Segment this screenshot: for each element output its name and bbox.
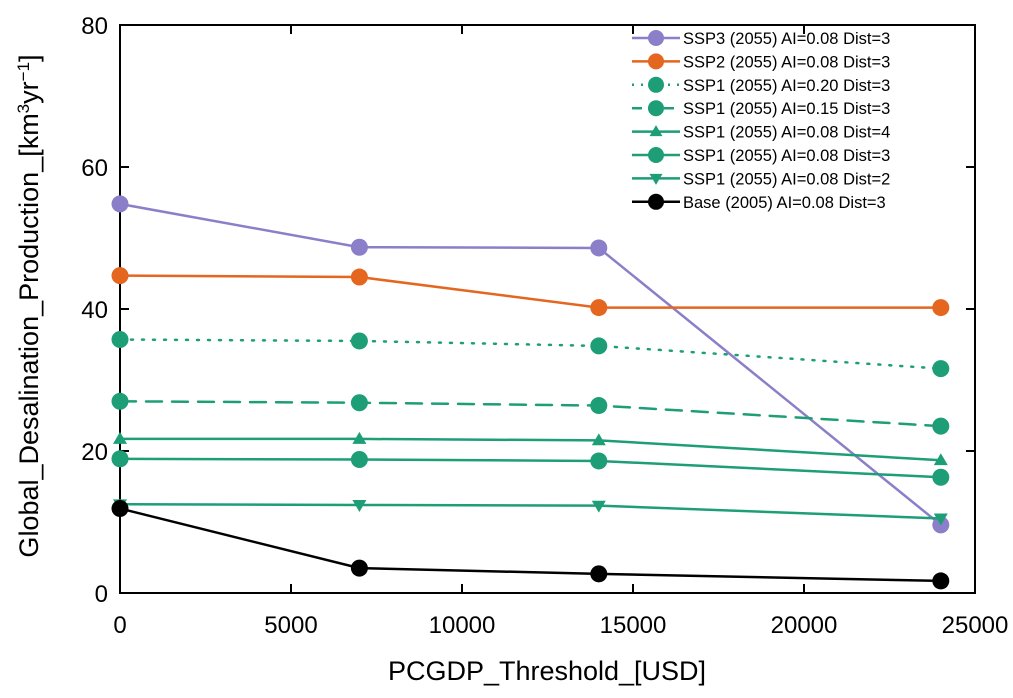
y-axis-label-prefix: Global_Desalination_Production_[km (14, 113, 44, 557)
legend-item-7: SSP1 (2055) AI=0.08 Dist=2 (632, 170, 890, 188)
legend: SSP3 (2055) AI=0.08 Dist=3 SSP2 (2055) AI… (632, 30, 890, 212)
data-point-8-1 (111, 500, 129, 518)
data-point-4-1 (111, 392, 129, 410)
series-line (118, 457, 943, 479)
y-tick-label: 20 (81, 439, 108, 466)
legend-marker (649, 173, 663, 185)
data-point-8-4 (932, 572, 950, 590)
series-line (118, 202, 943, 527)
data-point-2-3 (590, 299, 608, 317)
series-layer (111, 195, 950, 590)
x-axis-label: PCGDP_Threshold_[USD] (388, 656, 706, 686)
y-axis-label: Global_Desalination_Production_[km3yr−1] (14, 54, 45, 557)
legend-marker (648, 76, 664, 93)
y-tick-label: 40 (81, 297, 108, 324)
legend-item-5: SSP1 (2055) AI=0.08 Dist=4 (632, 124, 890, 142)
data-point-6-1 (111, 450, 129, 468)
data-point-5-1 (113, 431, 127, 444)
data-point-3-4 (932, 360, 950, 378)
legend-label: Base (2005) AI=0.08 Dist=3 (683, 194, 886, 212)
legend-label: SSP2 (2055) AI=0.08 Dist=3 (683, 53, 890, 71)
y-tick-label: 60 (81, 155, 108, 182)
x-tick-label: 5000 (264, 612, 317, 639)
series-line (118, 338, 943, 370)
data-point-4-2 (350, 394, 368, 412)
x-tick-label: 10000 (429, 612, 496, 639)
data-point-3-2 (350, 332, 368, 350)
data-point-7-3 (591, 500, 606, 513)
legend-item-6: SSP1 (2055) AI=0.08 Dist=3 (632, 147, 890, 165)
y-axis-label-suffix: ] (14, 54, 44, 62)
data-point-8-2 (350, 559, 368, 577)
data-point-7-2 (352, 500, 367, 512)
x-tick-label: 20000 (771, 612, 838, 639)
y-axis-label-sup2: −1 (14, 62, 33, 81)
x-tick-label: 0 (113, 612, 126, 639)
data-point-1-3 (590, 239, 608, 257)
y-axis-label-sup1: 3 (14, 104, 33, 113)
legend-label: SSP1 (2055) AI=0.15 Dist=3 (683, 100, 890, 118)
data-point-1-1 (111, 195, 129, 213)
legend-marker (648, 100, 664, 117)
series-8 (111, 500, 950, 590)
legend-item-1: SSP3 (2055) AI=0.08 Dist=3 (632, 30, 890, 48)
series-4 (111, 392, 950, 435)
y-axis-label-mid: yr (14, 81, 44, 104)
data-point-5-4 (933, 453, 948, 466)
legend-marker (648, 193, 664, 210)
legend-item-8: Base (2005) AI=0.08 Dist=3 (632, 193, 886, 212)
data-point-4-4 (932, 417, 950, 435)
series-6 (111, 450, 950, 486)
y-tick-label: 0 (95, 581, 108, 608)
series-2 (111, 267, 950, 317)
legend-label: SSP1 (2055) AI=0.20 Dist=3 (683, 77, 890, 95)
data-point-5-2 (352, 431, 367, 444)
legend-item-4: SSP1 (2055) AI=0.15 Dist=3 (632, 100, 890, 118)
data-point-4-3 (590, 397, 608, 415)
legend-item-3: SSP1 (2055) AI=0.20 Dist=3 (632, 76, 890, 95)
data-point-2-4 (932, 299, 950, 317)
legend-item-2: SSP2 (2055) AI=0.08 Dist=3 (632, 53, 890, 71)
series-line (118, 507, 943, 583)
x-tick-label: 25000 (942, 612, 1009, 639)
series-1 (111, 195, 950, 534)
data-point-7-4 (933, 513, 948, 526)
data-point-6-4 (932, 468, 950, 486)
y-tick-label: 80 (81, 13, 108, 40)
series-line (118, 503, 943, 520)
legend-label: SSP1 (2055) AI=0.08 Dist=2 (683, 170, 890, 188)
data-point-2-1 (111, 267, 129, 285)
data-point-3-1 (111, 331, 129, 349)
data-point-2-2 (350, 268, 368, 286)
data-point-6-2 (350, 451, 368, 469)
series-line (118, 274, 943, 309)
series-line (118, 437, 943, 462)
legend-marker (648, 30, 664, 46)
data-point-6-3 (590, 452, 608, 470)
data-point-1-2 (350, 238, 368, 256)
axis-tick-labels: 0 5000 10000 15000 20000 25000 0 20 40 60 80 (81, 13, 1008, 639)
series-5 (113, 431, 948, 466)
legend-marker (648, 53, 664, 70)
legend-label: SSP1 (2055) AI=0.08 Dist=4 (683, 124, 890, 142)
x-tick-label: 15000 (600, 612, 667, 639)
series-7 (113, 499, 948, 526)
series-line (118, 400, 943, 428)
data-point-3-3 (590, 337, 608, 355)
legend-marker (649, 125, 663, 137)
data-point-8-3 (590, 565, 608, 583)
series-3 (111, 331, 950, 378)
data-point-5-3 (591, 433, 606, 446)
legend-marker (648, 147, 664, 163)
legend-label: SSP1 (2055) AI=0.08 Dist=3 (683, 147, 890, 165)
legend-label: SSP3 (2055) AI=0.08 Dist=3 (683, 30, 890, 48)
axis-ticks (119, 24, 976, 594)
